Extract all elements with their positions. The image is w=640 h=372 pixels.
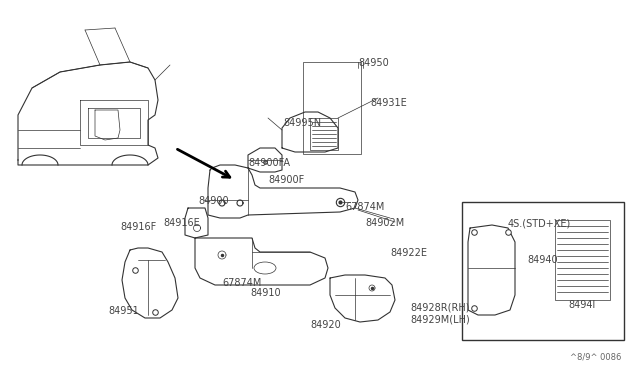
Text: 84916F: 84916F bbox=[120, 222, 156, 232]
Bar bbox=[555, 220, 610, 300]
Text: 84928R(RH): 84928R(RH) bbox=[410, 302, 470, 312]
Text: 84900: 84900 bbox=[198, 196, 228, 206]
Text: ^8/9^ 0086: ^8/9^ 0086 bbox=[570, 352, 621, 361]
Text: 84940: 84940 bbox=[527, 255, 557, 265]
Text: 4S.(STD+XE): 4S.(STD+XE) bbox=[508, 218, 572, 228]
Text: 84910: 84910 bbox=[250, 288, 280, 298]
Text: 84950: 84950 bbox=[358, 58, 388, 68]
Text: 84922E: 84922E bbox=[390, 248, 427, 258]
Text: 67874M: 67874M bbox=[345, 202, 385, 212]
Text: 84900F: 84900F bbox=[268, 175, 304, 185]
Text: 84951: 84951 bbox=[108, 306, 139, 316]
Text: 84916E: 84916E bbox=[163, 218, 200, 228]
Text: 84920: 84920 bbox=[310, 320, 340, 330]
Text: 84902M: 84902M bbox=[365, 218, 404, 228]
Text: 84931E: 84931E bbox=[370, 98, 407, 108]
Text: 67874M: 67874M bbox=[222, 278, 261, 288]
Text: 84929M(LH): 84929M(LH) bbox=[410, 315, 470, 325]
Text: 8494l: 8494l bbox=[568, 300, 595, 310]
Bar bbox=[310, 118, 338, 150]
Bar bbox=[303, 62, 361, 154]
Bar bbox=[462, 202, 624, 340]
Text: 84900FA: 84900FA bbox=[248, 158, 290, 168]
Text: 84995N: 84995N bbox=[283, 118, 321, 128]
